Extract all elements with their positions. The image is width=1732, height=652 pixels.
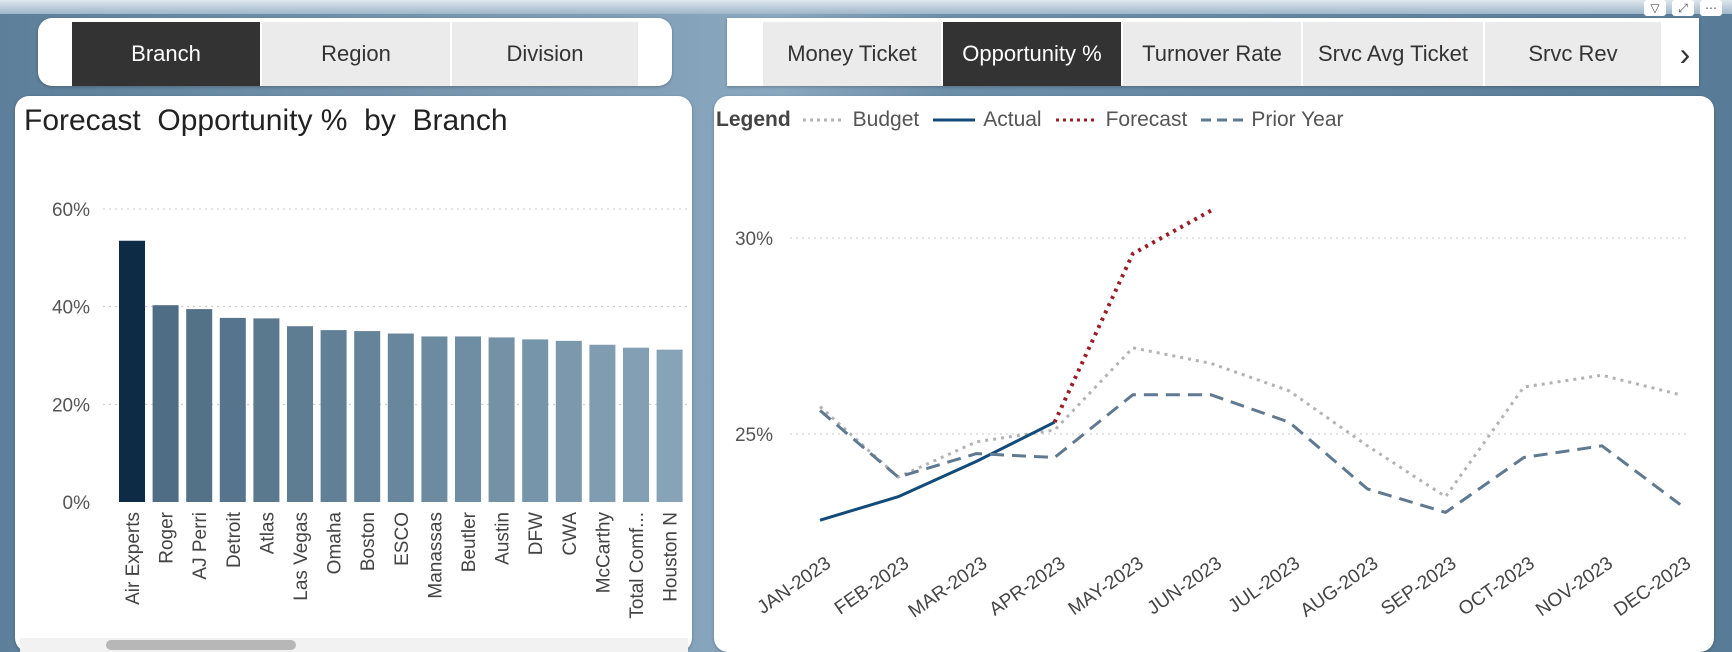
legend-title: Legend: [716, 108, 791, 131]
line-x-tick-label: MAR-2023: [905, 553, 991, 622]
legend-swatch: [1055, 118, 1098, 122]
bar[interactable]: [253, 318, 280, 502]
bar-y-tick-label: 60%: [52, 200, 90, 221]
line-x-tick-label: OCT-2023: [1455, 553, 1539, 620]
line-x-tick-label: FEB-2023: [831, 553, 913, 619]
bar[interactable]: [455, 336, 481, 502]
bar-category-label: AJ Perri: [190, 512, 211, 580]
measure-option-srvc-avg-ticket[interactable]: Srvc Avg Ticket: [1303, 22, 1483, 86]
bar[interactable]: [287, 326, 313, 502]
bar[interactable]: [623, 347, 649, 502]
bar-category-label: Roger: [157, 511, 178, 563]
legend-swatch: [1201, 118, 1244, 122]
bar-category-label: CWA: [560, 512, 581, 556]
legend-label: Budget: [852, 108, 920, 131]
measure-option-money-ticket[interactable]: Money Ticket: [763, 22, 941, 86]
line-x-tick-label: NOV-2023: [1532, 553, 1617, 621]
bar[interactable]: [387, 333, 414, 502]
bar-category-label: Houston N: [661, 512, 682, 602]
line-x-tick-label: JUN-2023: [1144, 553, 1226, 619]
line-y-tick-label: 30%: [735, 229, 773, 250]
bar[interactable]: [152, 305, 179, 502]
bar-category-label: Atlas: [257, 512, 278, 554]
bar-category-label: Boston: [358, 512, 379, 571]
bar-chart-title: Forecast Opportunity % by Branch: [24, 104, 508, 137]
bar[interactable]: [320, 330, 347, 502]
bar[interactable]: [354, 331, 381, 502]
focus-mode-icon[interactable]: ⤢: [1672, 0, 1694, 16]
legend-label: Forecast: [1105, 108, 1188, 131]
legend-item-forecast[interactable]: Forecast: [1054, 108, 1188, 132]
measure-option-srvc-rev[interactable]: Srvc Rev: [1485, 22, 1661, 86]
visual-header-icons: ▽ ⤢ ⋯: [1644, 0, 1722, 16]
bar-category-label: Detroit: [224, 511, 245, 568]
line-x-tick-label: MAY-2023: [1065, 553, 1148, 620]
bar-category-label: Manassas: [425, 512, 446, 599]
category-slicer: Branch Region Division: [72, 22, 638, 86]
measure-option-opportunity[interactable]: Opportunity %: [943, 22, 1121, 86]
line-x-tick-label: DEC-2023: [1610, 553, 1695, 621]
bar-y-tick-label: 20%: [52, 395, 90, 416]
legend-label: Prior Year: [1251, 108, 1344, 131]
slicer-option-region[interactable]: Region: [262, 22, 450, 86]
line-x-tick-label: JAN-2023: [754, 553, 835, 619]
bar[interactable]: [488, 337, 515, 502]
legend-item-prior-year[interactable]: Prior Year: [1199, 108, 1344, 132]
filter-icon[interactable]: ▽: [1644, 0, 1666, 16]
measure-slicer-panel: Money Ticket Opportunity % Turnover Rate Sr…: [727, 18, 1699, 86]
line-y-tick-label: 25%: [735, 425, 773, 446]
series-line-forecast[interactable]: [1052, 208, 1212, 424]
bar-category-label: Total Comf...: [627, 512, 648, 619]
bar-category-label: McCarthy: [593, 512, 614, 594]
bar[interactable]: [589, 344, 616, 502]
bar-category-label: DFW: [526, 512, 547, 555]
bar[interactable]: [555, 340, 582, 502]
horizontal-scrollbar[interactable]: [106, 640, 296, 650]
bar-y-tick-label: 40%: [52, 298, 90, 319]
series-line-actual[interactable]: [819, 420, 1056, 522]
line-chart-legend: Legend Budget Actual Forecast Prior Year: [716, 108, 1356, 132]
legend-label: Actual: [983, 108, 1042, 131]
measure-option-turnover-rate[interactable]: Turnover Rate: [1123, 22, 1301, 86]
line-x-tick-label: SEP-2023: [1377, 553, 1460, 620]
slicer-option-branch[interactable]: Branch: [72, 22, 260, 86]
line-x-tick-label: AUG-2023: [1297, 553, 1383, 622]
legend-swatch: [802, 118, 845, 122]
bar[interactable]: [219, 317, 246, 502]
bar[interactable]: [186, 309, 213, 502]
bar[interactable]: [656, 349, 683, 502]
legend-item-actual[interactable]: Actual: [931, 108, 1042, 132]
bar-category-label: ESCO: [392, 512, 413, 566]
series-line-prior-year[interactable]: [819, 393, 1682, 514]
category-slicer-panel: Branch Region Division: [38, 18, 672, 86]
bar-y-tick-label: 0%: [63, 493, 91, 514]
legend-swatch: [933, 118, 976, 122]
chevron-right-icon[interactable]: ›: [1679, 35, 1691, 72]
bar[interactable]: [522, 339, 549, 502]
legend-item-budget[interactable]: Budget: [801, 108, 920, 132]
bar-category-label: Omaha: [325, 512, 346, 575]
bar[interactable]: [119, 240, 145, 502]
window-top-strip: [0, 0, 1732, 14]
line-chart-panel: [714, 96, 1714, 652]
line-x-tick-label: JUL-2023: [1225, 553, 1305, 617]
slicer-option-division[interactable]: Division: [452, 22, 638, 86]
more-options-icon[interactable]: ⋯: [1700, 0, 1722, 16]
bar-category-label: Beutler: [459, 511, 480, 572]
bar-category-label: Las Vegas: [291, 512, 312, 601]
bar-category-label: Air Experts: [123, 512, 144, 605]
bar[interactable]: [421, 336, 448, 502]
line-x-tick-label: APR-2023: [986, 553, 1070, 620]
bar-category-label: Austin: [493, 512, 514, 565]
measure-slicer: Money Ticket Opportunity % Turnover Rate Sr…: [763, 22, 1661, 86]
series-line-budget[interactable]: [818, 346, 1681, 499]
bar-chart: 0% 20% 40% 60% Air Experts Roger AJ Perri Detro…: [52, 200, 690, 619]
